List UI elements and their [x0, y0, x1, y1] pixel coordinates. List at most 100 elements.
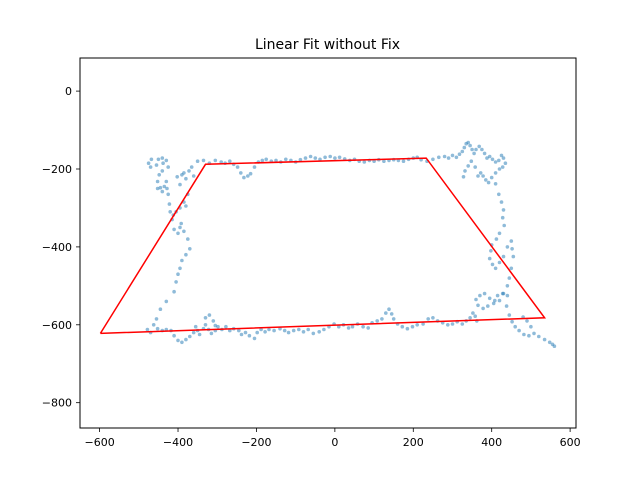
data-point [389, 312, 394, 316]
data-point [468, 143, 472, 148]
data-point [318, 157, 322, 162]
x-tick-label: 200 [403, 436, 424, 449]
data-point [157, 173, 161, 177]
data-point [188, 334, 192, 339]
data-point [155, 186, 160, 191]
data-point [184, 252, 188, 257]
data-point [497, 192, 501, 197]
data-point [346, 326, 351, 330]
x-tick-label: −600 [84, 436, 114, 449]
data-point [260, 158, 265, 163]
data-point [482, 291, 487, 296]
data-point [272, 328, 276, 333]
data-point [168, 210, 172, 214]
data-point [286, 330, 291, 335]
data-point [375, 319, 380, 323]
data-point [486, 304, 490, 308]
data-point [207, 313, 212, 317]
data-point [522, 332, 526, 337]
fit-line-layer [99, 157, 547, 335]
data-point [493, 266, 498, 271]
y-tick-label: 0 [65, 85, 72, 98]
data-point [525, 319, 529, 323]
data-point [446, 156, 451, 160]
data-point [501, 208, 506, 212]
data-point [517, 328, 521, 333]
data-point [489, 249, 493, 253]
data-point [493, 160, 498, 164]
data-point [188, 247, 192, 251]
data-point [510, 319, 514, 324]
data-point [149, 157, 154, 162]
data-point [497, 158, 501, 163]
data-point [263, 330, 267, 334]
data-point [308, 154, 313, 159]
data-point [497, 298, 502, 303]
data-point [469, 159, 474, 163]
data-point [507, 313, 512, 317]
data-point [400, 324, 405, 329]
data-point [462, 145, 467, 150]
data-point [503, 161, 508, 165]
data-point [478, 293, 482, 298]
data-point [182, 171, 186, 175]
data-point [213, 158, 218, 163]
data-point [161, 161, 165, 165]
data-point [473, 165, 478, 169]
data-point [228, 159, 232, 163]
data-point [267, 327, 271, 332]
data-point [547, 340, 552, 345]
data-point [500, 215, 505, 220]
data-point [489, 175, 494, 180]
data-point [384, 311, 388, 315]
data-point [164, 299, 169, 304]
data-point [481, 306, 485, 311]
data-point [501, 156, 506, 160]
data-point [224, 324, 228, 329]
data-point [248, 171, 253, 176]
data-point [187, 169, 191, 173]
data-point [328, 154, 333, 159]
data-point [350, 324, 355, 329]
data-point [246, 174, 250, 178]
data-point [313, 156, 318, 160]
data-point [322, 327, 326, 332]
data-point [298, 157, 303, 162]
plot-frame [79, 57, 577, 429]
data-point [497, 260, 502, 265]
data-point [493, 298, 497, 303]
data-point [513, 324, 517, 329]
data-point [387, 307, 391, 312]
data-point [323, 155, 327, 160]
data-point [410, 324, 415, 329]
data-point [497, 167, 502, 171]
data-point [487, 296, 492, 301]
data-point [499, 153, 504, 158]
data-point [284, 157, 288, 162]
data-point [174, 280, 178, 284]
data-point [156, 157, 161, 162]
data-point [401, 159, 406, 163]
data-point [477, 144, 482, 149]
y-tick-label: −800 [42, 397, 72, 410]
data-point [486, 180, 491, 185]
data-point [493, 182, 498, 186]
data-point [552, 344, 557, 349]
data-point [274, 158, 278, 163]
data-point [431, 316, 435, 320]
data-point [537, 334, 541, 339]
y-tick-label: −600 [42, 319, 72, 332]
data-point [252, 336, 257, 341]
data-point [162, 184, 167, 189]
data-point [450, 322, 455, 326]
scatter-points [145, 140, 557, 349]
data-point [473, 314, 478, 319]
data-point [178, 225, 182, 230]
data-point [472, 151, 476, 156]
data-point [505, 293, 510, 298]
data-point [501, 254, 506, 259]
data-point [184, 337, 188, 342]
data-point [155, 326, 160, 331]
data-point [431, 157, 435, 162]
